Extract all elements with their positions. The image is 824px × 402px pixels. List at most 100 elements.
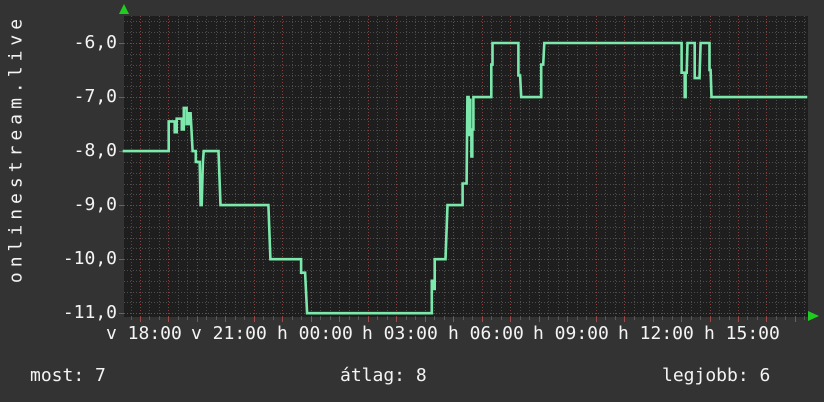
y-axis-label: -9,0 bbox=[73, 194, 117, 215]
x-axis-tick bbox=[234, 317, 236, 320]
minor-gridline-v bbox=[519, 16, 521, 317]
y-axis-label: -11,0 bbox=[62, 302, 117, 323]
major-gridline-v bbox=[253, 16, 255, 317]
major-gridline-v bbox=[737, 16, 739, 317]
x-axis-tick bbox=[158, 317, 160, 320]
x-axis-tick bbox=[643, 317, 644, 320]
x-axis-tick bbox=[301, 317, 303, 320]
minor-gridline-h bbox=[124, 248, 808, 250]
x-axis-tick bbox=[453, 317, 455, 322]
minor-gridline-v bbox=[586, 16, 588, 317]
major-gridline-v bbox=[367, 16, 369, 317]
x-axis-tick bbox=[605, 317, 607, 320]
x-axis-tick bbox=[168, 317, 170, 322]
minor-gridline-h bbox=[124, 291, 808, 293]
x-axis-tick bbox=[794, 317, 796, 322]
x-axis-tick bbox=[510, 317, 512, 322]
x-axis-tick bbox=[291, 317, 293, 320]
x-axis-tick bbox=[614, 317, 616, 320]
major-gridline-v bbox=[139, 16, 141, 317]
minor-gridline-h bbox=[124, 53, 808, 55]
x-axis-tick bbox=[377, 317, 379, 320]
minor-gridline-v bbox=[348, 16, 350, 317]
x-axis-tick bbox=[747, 317, 749, 320]
x-axis-tick bbox=[548, 317, 550, 320]
minor-gridline-v bbox=[320, 16, 322, 317]
minor-gridline-h bbox=[124, 21, 808, 23]
major-gridline-v bbox=[282, 16, 284, 317]
major-gridline-v bbox=[453, 16, 455, 317]
x-axis-tick bbox=[557, 317, 559, 320]
minor-gridline-v bbox=[244, 16, 246, 317]
stat-most: most: 7 bbox=[30, 365, 106, 386]
y-axis-tick bbox=[119, 97, 124, 99]
minor-gridline-h bbox=[124, 280, 808, 282]
x-axis-tick bbox=[225, 317, 227, 322]
x-axis-tick bbox=[405, 317, 407, 320]
x-axis-tick bbox=[282, 317, 284, 322]
x-axis-tick bbox=[149, 317, 151, 320]
minor-gridline-h bbox=[124, 226, 808, 228]
major-gridline-h bbox=[124, 259, 808, 261]
major-gridline-v bbox=[681, 16, 682, 317]
major-gridline-v bbox=[510, 16, 512, 317]
major-gridline-v bbox=[310, 16, 312, 317]
x-axis-tick bbox=[310, 317, 312, 322]
minor-gridline-v bbox=[405, 16, 407, 317]
x-axis-tick bbox=[206, 317, 208, 320]
minor-gridline-v bbox=[633, 16, 635, 317]
x-axis-tick bbox=[215, 317, 217, 320]
x-axis-tick bbox=[415, 317, 417, 320]
minor-gridline-v bbox=[158, 16, 160, 317]
x-axis-tick bbox=[785, 317, 787, 320]
y-axis-label: -7,0 bbox=[73, 86, 117, 107]
major-gridline-v bbox=[794, 16, 796, 317]
minor-gridline-v bbox=[329, 16, 331, 317]
minor-gridline-v bbox=[491, 16, 493, 317]
x-axis-tick bbox=[576, 317, 578, 320]
minor-gridline-v bbox=[690, 16, 692, 317]
minor-gridline-h bbox=[124, 32, 808, 34]
minor-gridline-h bbox=[124, 64, 808, 66]
x-axis-label: h 03:00 bbox=[362, 323, 438, 344]
x-axis-tick bbox=[339, 317, 341, 322]
y-axis-tick bbox=[119, 313, 124, 315]
x-axis-tick bbox=[462, 317, 464, 320]
minor-gridline-v bbox=[215, 16, 217, 317]
major-gridline-v bbox=[709, 16, 711, 317]
stat-atlag: átlag: 8 bbox=[340, 365, 427, 386]
major-gridline-v bbox=[624, 16, 625, 317]
x-axis-tick bbox=[633, 317, 635, 320]
minor-gridline-v bbox=[500, 16, 502, 317]
y-axis-label: -10,0 bbox=[62, 248, 117, 269]
x-axis-tick bbox=[434, 317, 436, 320]
major-gridline-v bbox=[196, 16, 198, 317]
x-axis-tick bbox=[756, 317, 758, 320]
y-axis-tick bbox=[119, 151, 124, 153]
major-gridline-v bbox=[766, 16, 768, 317]
x-axis-tick bbox=[367, 317, 369, 322]
x-axis-tick bbox=[348, 317, 350, 320]
x-axis-tick bbox=[538, 317, 540, 322]
x-axis-tick bbox=[709, 317, 711, 322]
y-axis-tick bbox=[119, 43, 124, 44]
minor-gridline-v bbox=[301, 16, 303, 317]
minor-gridline-v bbox=[206, 16, 208, 317]
minor-gridline-v bbox=[272, 16, 274, 317]
minor-gridline-h bbox=[124, 270, 808, 271]
major-gridline-v bbox=[567, 16, 569, 317]
minor-gridline-v bbox=[130, 16, 132, 317]
x-axis-label: h 00:00 bbox=[277, 323, 353, 344]
x-axis-tick bbox=[681, 317, 682, 322]
minor-gridline-v bbox=[149, 16, 151, 317]
x-axis-tick bbox=[728, 317, 730, 320]
major-gridline-v bbox=[538, 16, 540, 317]
x-axis-tick bbox=[529, 317, 531, 320]
x-axis-tick bbox=[624, 317, 625, 322]
x-axis-label: h 09:00 bbox=[533, 323, 609, 344]
minor-gridline-v bbox=[443, 16, 445, 317]
minor-gridline-v bbox=[804, 16, 806, 317]
minor-gridline-v bbox=[775, 16, 777, 317]
